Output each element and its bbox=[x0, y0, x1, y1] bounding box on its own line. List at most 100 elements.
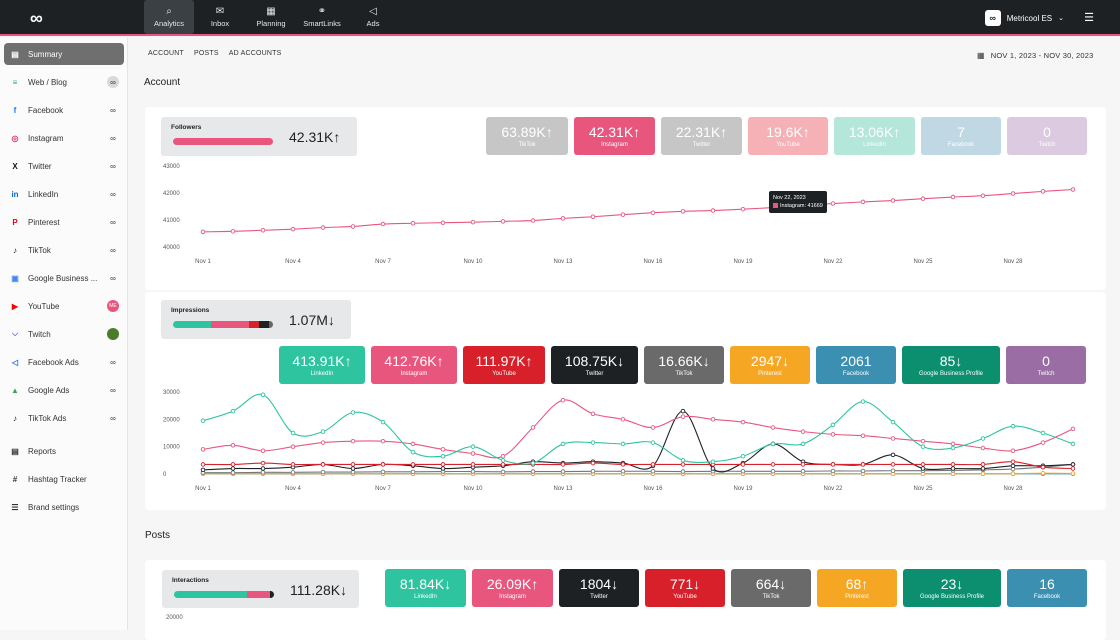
data-point-twitter[interactable] bbox=[710, 466, 716, 471]
data-point-linkedin[interactable] bbox=[680, 458, 686, 463]
account-avatar[interactable] bbox=[107, 328, 119, 340]
data-point-tiktok[interactable] bbox=[770, 469, 776, 474]
data-point-instagram[interactable] bbox=[380, 221, 386, 227]
data-point-youtube[interactable] bbox=[920, 462, 926, 467]
nav-inbox[interactable]: ✉ Inbox bbox=[195, 0, 245, 34]
data-point-youtube[interactable] bbox=[980, 462, 986, 467]
data-point-linkedin[interactable] bbox=[890, 419, 896, 425]
data-point-twitter[interactable] bbox=[350, 466, 356, 471]
data-point-tiktok[interactable] bbox=[470, 469, 476, 474]
data-point-pinterest[interactable] bbox=[980, 471, 986, 476]
data-point-youtube[interactable] bbox=[230, 462, 236, 467]
metric-tile-instagram[interactable]: 26.09K↑ Instagram bbox=[472, 569, 553, 607]
data-point-instagram[interactable] bbox=[410, 220, 416, 226]
data-point-instagram[interactable] bbox=[290, 226, 296, 232]
data-point-instagram[interactable] bbox=[560, 216, 566, 221]
date-range-picker[interactable]: ▦ NOV 1, 2023 - NOV 30, 2023 bbox=[977, 48, 1103, 62]
data-point-twitter[interactable] bbox=[230, 466, 236, 471]
data-point-twitter[interactable] bbox=[260, 466, 266, 471]
data-point-linkedin[interactable] bbox=[230, 408, 236, 414]
data-point-linkedin[interactable] bbox=[320, 429, 326, 434]
sidebar-item-twitch[interactable]: ⌵ Twitch bbox=[4, 323, 124, 345]
data-point-linkedin[interactable] bbox=[1070, 441, 1076, 447]
data-point-instagram[interactable] bbox=[650, 425, 656, 430]
data-point-linkedin[interactable] bbox=[650, 440, 656, 445]
data-point-instagram[interactable] bbox=[650, 210, 656, 215]
sidebar-item-facebook[interactable]: f Facebook ∞ bbox=[4, 99, 124, 121]
data-point-instagram[interactable] bbox=[1040, 440, 1046, 445]
data-point-instagram[interactable] bbox=[590, 214, 596, 220]
sidebar-item-pinterest[interactable]: P Pinterest ∞ bbox=[4, 211, 124, 233]
data-point-instagram[interactable] bbox=[230, 443, 236, 448]
data-point-instagram[interactable] bbox=[440, 220, 446, 225]
sidebar-item-facebook-ads[interactable]: ◁ Facebook Ads ∞ bbox=[4, 351, 124, 373]
data-point-youtube[interactable] bbox=[410, 462, 416, 467]
data-point-youtube[interactable] bbox=[740, 462, 746, 467]
sidebar-item-web-blog[interactable]: ≡ Web / Blog ∞ bbox=[4, 71, 124, 93]
data-point-instagram[interactable] bbox=[890, 198, 896, 203]
connected-link-icon[interactable]: ∞ bbox=[110, 189, 116, 199]
sidebar-item-instagram[interactable]: ◎ Instagram ∞ bbox=[4, 127, 124, 149]
data-point-instagram[interactable] bbox=[980, 445, 986, 451]
data-point-tiktok[interactable] bbox=[530, 469, 536, 474]
sidebar-item-tiktok-ads[interactable]: ♪ TikTok Ads ∞ bbox=[4, 407, 124, 429]
metric-tile-pinterest[interactable]: 2947↓ Pinterest bbox=[730, 346, 810, 384]
data-point-instagram[interactable] bbox=[320, 440, 326, 445]
data-point-youtube[interactable] bbox=[260, 460, 266, 466]
data-point-tiktok[interactable] bbox=[320, 469, 326, 475]
data-point-tiktok[interactable] bbox=[830, 468, 836, 474]
data-point-linkedin[interactable] bbox=[410, 449, 416, 455]
data-point-youtube[interactable] bbox=[590, 460, 596, 466]
connected-link-icon[interactable]: ∞ bbox=[110, 273, 116, 283]
metric-tile-pinterest[interactable]: 68↑ Pinterest bbox=[817, 569, 897, 607]
data-point-youtube[interactable] bbox=[890, 462, 896, 467]
data-point-twitter[interactable] bbox=[980, 466, 986, 471]
data-point-tiktok[interactable] bbox=[290, 470, 296, 475]
data-point-tiktok[interactable] bbox=[620, 469, 626, 474]
data-point-instagram[interactable] bbox=[200, 447, 206, 452]
data-point-twitter[interactable] bbox=[1010, 463, 1016, 469]
data-point-instagram[interactable] bbox=[590, 411, 596, 417]
data-point-linkedin[interactable] bbox=[1040, 430, 1046, 436]
data-point-instagram[interactable] bbox=[1010, 191, 1016, 196]
data-point-youtube[interactable] bbox=[1070, 466, 1076, 471]
data-point-pinterest[interactable] bbox=[1010, 471, 1016, 476]
data-point-youtube[interactable] bbox=[440, 462, 446, 467]
data-point-linkedin[interactable] bbox=[200, 418, 206, 423]
sidebar-item-reports[interactable]: ▤ Reports bbox=[4, 440, 124, 462]
data-point-tiktok[interactable] bbox=[380, 469, 386, 475]
data-point-youtube[interactable] bbox=[650, 462, 656, 467]
data-point-instagram[interactable] bbox=[920, 438, 926, 444]
sidebar-item-google-business[interactable]: ▣ Google Business ... ∞ bbox=[4, 267, 124, 289]
data-point-instagram[interactable] bbox=[350, 438, 356, 444]
data-point-youtube[interactable] bbox=[800, 462, 806, 467]
data-point-instagram[interactable] bbox=[530, 218, 536, 223]
data-point-linkedin[interactable] bbox=[950, 445, 956, 451]
data-point-tiktok[interactable] bbox=[560, 469, 566, 474]
metric-tile-facebook[interactable]: 16 Facebook bbox=[1007, 569, 1087, 607]
data-point-tiktok[interactable] bbox=[650, 469, 656, 474]
connected-link-icon[interactable]: ∞ bbox=[110, 161, 116, 171]
data-point-linkedin[interactable] bbox=[440, 453, 446, 459]
data-point-instagram[interactable] bbox=[920, 196, 926, 201]
sidebar-item-brand-settings[interactable]: ☰ Brand settings bbox=[4, 496, 124, 518]
data-point-youtube[interactable] bbox=[290, 462, 296, 467]
data-point-instagram[interactable] bbox=[410, 441, 416, 447]
data-point-tiktok[interactable] bbox=[410, 469, 416, 475]
data-point-twitter[interactable] bbox=[950, 466, 956, 471]
data-point-instagram[interactable] bbox=[500, 453, 506, 459]
data-point-instagram[interactable] bbox=[800, 429, 806, 434]
connected-link-icon[interactable]: ∞ bbox=[110, 105, 116, 115]
data-point-linkedin[interactable] bbox=[980, 436, 986, 441]
data-point-linkedin[interactable] bbox=[770, 441, 776, 447]
sidebar-item-google-ads[interactable]: ▲ Google Ads ∞ bbox=[4, 379, 124, 401]
nav-smartlinks[interactable]: ⚭ SmartLinks bbox=[297, 0, 347, 34]
metric-tile-instagram[interactable]: 42.31K↑ Instagram bbox=[574, 117, 655, 155]
data-point-linkedin[interactable] bbox=[620, 441, 626, 447]
data-point-linkedin[interactable] bbox=[560, 441, 566, 447]
data-point-youtube[interactable] bbox=[830, 462, 836, 467]
metric-tile-youtube[interactable]: 19.6K↑ YouTube bbox=[748, 117, 828, 155]
data-point-instagram[interactable] bbox=[710, 208, 716, 213]
sidebar-item-youtube[interactable]: ▶ YouTube ME bbox=[4, 295, 124, 317]
data-point-instagram[interactable] bbox=[500, 219, 506, 224]
